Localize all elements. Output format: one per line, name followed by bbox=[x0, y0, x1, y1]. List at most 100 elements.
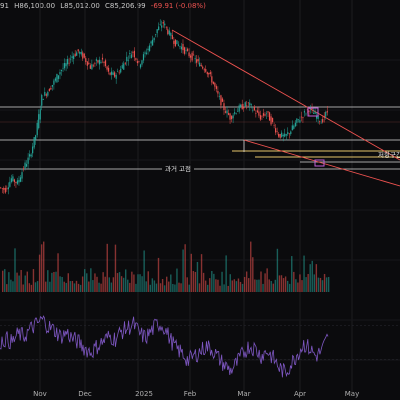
volume-bar bbox=[79, 284, 82, 292]
candle-body bbox=[288, 133, 290, 135]
horizontal-levels bbox=[0, 106, 400, 170]
volume-bar bbox=[67, 273, 69, 292]
candle-body bbox=[53, 80, 55, 85]
volume-bar bbox=[170, 274, 172, 292]
annotation-right-label: 저항구간 bbox=[378, 150, 400, 159]
candle-body bbox=[167, 29, 169, 35]
volume-bar bbox=[30, 284, 33, 292]
annotation-past-highs: 과거 고점 bbox=[165, 164, 191, 173]
volume-bar bbox=[317, 277, 320, 292]
volume-bar bbox=[184, 244, 186, 292]
volume-bar bbox=[219, 285, 221, 292]
candle-body bbox=[237, 111, 239, 112]
volume-bar bbox=[149, 284, 151, 292]
candle-body bbox=[183, 47, 186, 54]
volume-bar bbox=[120, 276, 123, 292]
candle-body bbox=[174, 39, 176, 47]
candle-body bbox=[25, 164, 28, 167]
volume-bar bbox=[63, 281, 65, 292]
volume-bar bbox=[239, 281, 242, 292]
volume-bar bbox=[71, 280, 74, 292]
candle-body bbox=[291, 125, 293, 131]
candle-body bbox=[142, 54, 145, 61]
candle-body bbox=[285, 134, 287, 136]
candle-body bbox=[308, 111, 310, 112]
volume-bar bbox=[295, 279, 297, 292]
volume-bar bbox=[174, 284, 176, 292]
candle-body bbox=[221, 98, 224, 102]
volume-bar bbox=[286, 280, 289, 292]
volume-bar bbox=[20, 269, 22, 292]
volume-bar bbox=[4, 269, 6, 292]
candle-body bbox=[305, 113, 307, 115]
x-tick-label: May bbox=[345, 390, 359, 398]
volume-bar bbox=[217, 279, 219, 292]
volume-bar bbox=[161, 279, 164, 292]
candle-body bbox=[299, 120, 301, 123]
volume-bar bbox=[163, 285, 166, 292]
volume-bar bbox=[182, 249, 184, 292]
volume-bar bbox=[45, 281, 47, 292]
candle-body bbox=[182, 43, 184, 51]
candle-body bbox=[220, 95, 222, 106]
volume-bar bbox=[223, 284, 225, 292]
candle-body bbox=[247, 102, 249, 104]
ohlc-close: C85,206.99 bbox=[105, 2, 146, 10]
price-candles bbox=[0, 19, 328, 195]
rsi-line bbox=[0, 315, 329, 378]
candle-body bbox=[107, 67, 110, 72]
candle-body bbox=[180, 46, 183, 50]
x-tick-label: Apr bbox=[294, 390, 306, 398]
candle-body bbox=[217, 90, 219, 94]
candle-body bbox=[145, 52, 148, 54]
volume-bar bbox=[178, 282, 180, 292]
volume-bar bbox=[270, 281, 272, 292]
candle-body bbox=[246, 105, 248, 106]
volume-bar bbox=[155, 283, 158, 292]
candle-body bbox=[199, 62, 201, 67]
candle-body bbox=[215, 86, 217, 89]
ohlc-high: H86,100.00 bbox=[14, 2, 56, 10]
candle-body bbox=[30, 154, 32, 157]
volume-bar bbox=[34, 282, 37, 292]
highlight-box-bottom bbox=[314, 159, 325, 167]
candle-body bbox=[294, 122, 296, 127]
volume-bar bbox=[323, 273, 326, 292]
candle-body bbox=[63, 63, 66, 69]
volume-bar bbox=[22, 284, 24, 292]
candle-body bbox=[114, 72, 116, 77]
volume-bar bbox=[207, 284, 209, 292]
candle-body bbox=[206, 72, 208, 75]
volume-bar bbox=[180, 283, 182, 292]
volume-bar bbox=[233, 279, 236, 292]
candle-body bbox=[89, 65, 91, 69]
candle-body bbox=[109, 72, 111, 75]
volume-bar bbox=[190, 253, 192, 292]
candle-body bbox=[255, 113, 257, 114]
candle-body bbox=[4, 187, 6, 193]
candle-body bbox=[238, 105, 240, 112]
volume-bar bbox=[131, 271, 133, 292]
candle-body bbox=[312, 113, 315, 114]
candle-body bbox=[212, 81, 214, 84]
volume-bar bbox=[55, 271, 57, 292]
candle-body bbox=[94, 63, 96, 64]
volume-bar bbox=[315, 264, 318, 292]
x-tick-label: Mar bbox=[237, 390, 250, 398]
volume-bar bbox=[268, 279, 270, 292]
candle-body bbox=[144, 52, 146, 54]
candle-body bbox=[73, 55, 75, 60]
candle-body bbox=[117, 71, 119, 73]
volume-bar bbox=[200, 254, 203, 292]
volume-bar bbox=[135, 283, 137, 292]
volume-bar bbox=[36, 281, 39, 292]
volume-bar bbox=[237, 278, 240, 292]
candle-body bbox=[281, 132, 283, 137]
candle-body bbox=[243, 106, 245, 109]
candle-body bbox=[65, 63, 67, 67]
volume-bar bbox=[49, 281, 51, 292]
volume-bar bbox=[96, 276, 98, 292]
candle-body bbox=[224, 111, 227, 113]
